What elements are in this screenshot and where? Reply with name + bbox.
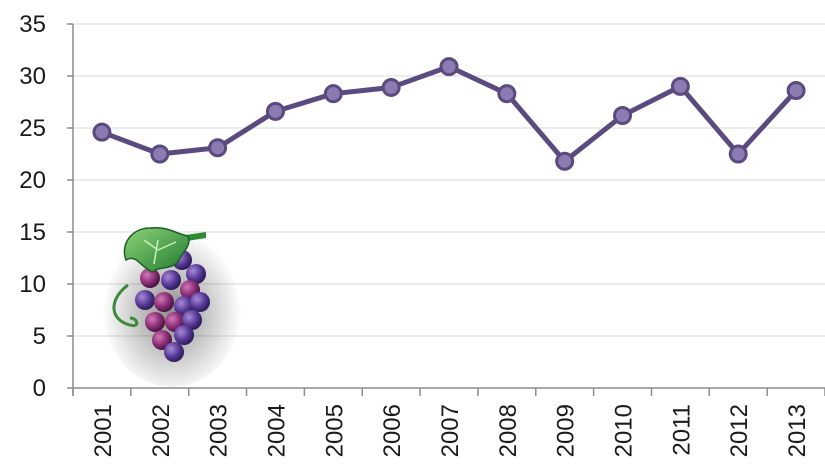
data-point [208, 138, 228, 158]
data-point [381, 77, 401, 97]
data-point [786, 81, 806, 101]
x-tick-label: 2010 [611, 404, 638, 457]
y-tick-label: 30 [19, 63, 46, 90]
x-tick-label: 2012 [726, 404, 753, 457]
data-point [497, 84, 517, 104]
x-tick-label: 2011 [668, 404, 695, 456]
x-tick-label: 2009 [553, 404, 580, 457]
data-point [670, 76, 690, 96]
x-tick-label: 2003 [206, 404, 233, 457]
x-tick-label: 2004 [263, 404, 290, 457]
axes [67, 23, 825, 396]
y-tick-label: 15 [19, 219, 46, 246]
data-point [92, 122, 112, 142]
x-tick-labels: 2001 2002 2003 2004 2005 2006 2007 2008 2009 2010… [90, 404, 811, 457]
x-tick-label: 2008 [495, 404, 522, 457]
data-point [323, 84, 343, 104]
data-point [555, 151, 575, 171]
x-tick-label: 2002 [148, 404, 175, 457]
x-tick-label: 2001 [90, 404, 117, 457]
x-tick-label: 2007 [437, 404, 464, 457]
data-points [92, 57, 806, 171]
y-tick-label: 25 [19, 115, 46, 142]
x-tick-label: 2013 [784, 404, 811, 457]
y-tick-label: 0 [33, 375, 46, 402]
data-point [439, 57, 459, 77]
y-tick-labels: 0 5 10 15 20 25 30 35 [19, 11, 46, 402]
y-tick-label: 5 [33, 323, 46, 350]
grape-cluster-icon [102, 223, 242, 387]
y-tick-label: 10 [19, 271, 46, 298]
series-line [99, 64, 799, 164]
x-tick-label: 2006 [379, 404, 406, 457]
y-tick-label: 20 [19, 167, 46, 194]
series-line [99, 64, 799, 164]
y-tick-label: 35 [19, 11, 46, 38]
data-point [613, 106, 633, 126]
data-point [150, 144, 170, 164]
data-point [265, 101, 285, 121]
data-point [728, 144, 748, 164]
x-tick-label: 2005 [321, 404, 348, 457]
